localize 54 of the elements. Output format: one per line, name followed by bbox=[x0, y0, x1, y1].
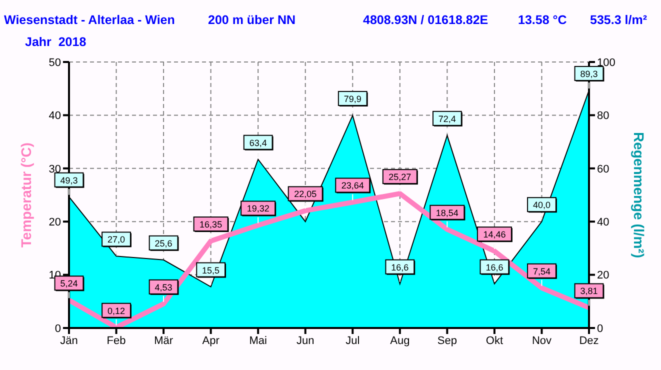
x-tick-label: Jun bbox=[296, 334, 314, 347]
data-label: 14,46 bbox=[483, 230, 506, 240]
y2-tick-label: 20 bbox=[597, 270, 610, 282]
data-label: 72,4 bbox=[438, 114, 456, 124]
data-label: 63,4 bbox=[249, 138, 267, 148]
data-label: 15,5 bbox=[202, 265, 220, 276]
y-tick-label: 50 bbox=[48, 56, 61, 69]
data-label: 18,54 bbox=[436, 208, 458, 218]
y2-tick-label: 80 bbox=[597, 110, 610, 122]
data-label: 79,9 bbox=[344, 94, 362, 104]
data-label: 25,27 bbox=[388, 172, 412, 182]
data-label: 27,0 bbox=[108, 234, 126, 245]
data-label: 3,81 bbox=[580, 286, 598, 296]
data-label: 22,05 bbox=[294, 189, 317, 200]
y2-tick-label: 40 bbox=[597, 216, 610, 229]
text: 200 m über NN bbox=[208, 13, 296, 27]
text: 535.3 l/m² bbox=[590, 13, 647, 27]
x-tick-label: Feb bbox=[106, 334, 126, 347]
chart-title: Wiesenstadt - Alterlaa - Wien bbox=[4, 13, 175, 27]
x-tick-label: Nov bbox=[532, 334, 552, 347]
x-tick-label: Okt bbox=[486, 334, 504, 347]
y-tick-label: 0 bbox=[54, 322, 61, 335]
data-label: 89,3 bbox=[580, 68, 598, 79]
y2-tick-label: 100 bbox=[597, 56, 616, 69]
x-tick-label: Apr bbox=[202, 334, 220, 347]
data-label: 0,12 bbox=[108, 306, 126, 316]
y2-axis-title: Regenmenge (l/m²) bbox=[631, 132, 648, 258]
text: 13.58 °C bbox=[518, 13, 567, 27]
data-label: 5,24 bbox=[60, 278, 78, 289]
data-label: 16,6 bbox=[391, 262, 409, 272]
data-label: 49,3 bbox=[60, 175, 78, 186]
y-tick-label: 30 bbox=[48, 163, 61, 176]
data-label: 19,32 bbox=[246, 204, 270, 214]
data-label: 16,35 bbox=[200, 220, 222, 230]
x-tick-label: Jän bbox=[60, 334, 78, 347]
x-tick-label: Jul bbox=[346, 334, 360, 347]
chart-subtitle: Jahr 2018 bbox=[25, 35, 86, 49]
y2-tick-label: 0 bbox=[597, 322, 604, 335]
data-label: 25,6 bbox=[154, 238, 172, 248]
x-tick-label: Dez bbox=[579, 334, 599, 347]
x-tick-label: Mai bbox=[249, 334, 267, 347]
x-tick-label: Mär bbox=[154, 334, 174, 347]
data-label: 40,0 bbox=[532, 200, 550, 210]
text: 4808.93N / 01618.82E bbox=[363, 13, 488, 27]
data-label: 16,6 bbox=[486, 262, 504, 272]
data-label: 7,54 bbox=[532, 266, 550, 276]
y2-tick-label: 60 bbox=[597, 163, 610, 176]
data-label: 4,53 bbox=[154, 282, 172, 292]
data-label: 23,64 bbox=[341, 180, 364, 191]
x-tick-label: Aug bbox=[390, 334, 410, 347]
y-tick-label: 40 bbox=[48, 110, 61, 122]
y-tick-label: 20 bbox=[48, 216, 61, 229]
x-tick-label: Sep bbox=[437, 334, 457, 347]
y-axis-title: Temperatur (°C) bbox=[18, 142, 34, 248]
